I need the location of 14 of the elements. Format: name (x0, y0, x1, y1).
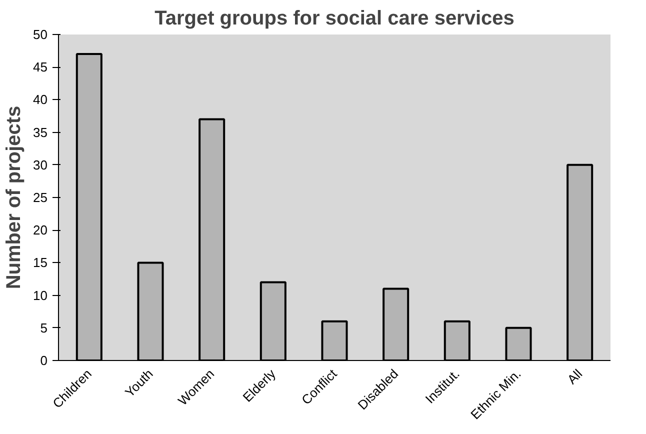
y-tick-label: 0 (40, 353, 48, 368)
x-tick-label: All (564, 366, 586, 388)
y-axis-title: Number of projects (3, 106, 26, 290)
y-tick-label: 25 (33, 190, 48, 205)
y-tick-label: 35 (33, 124, 48, 140)
y-tick-label: 10 (33, 288, 48, 303)
chart-title: Target groups for social care services (154, 8, 514, 30)
y-tick-label: 5 (40, 320, 48, 336)
y-tick-label: 50 (33, 27, 48, 42)
y-tick-label: 40 (33, 92, 48, 108)
y-tick-label: 45 (33, 60, 48, 75)
y-tick-label: 20 (33, 222, 48, 238)
y-tick-label: 15 (33, 255, 48, 270)
y-tick-label: 30 (33, 157, 48, 172)
